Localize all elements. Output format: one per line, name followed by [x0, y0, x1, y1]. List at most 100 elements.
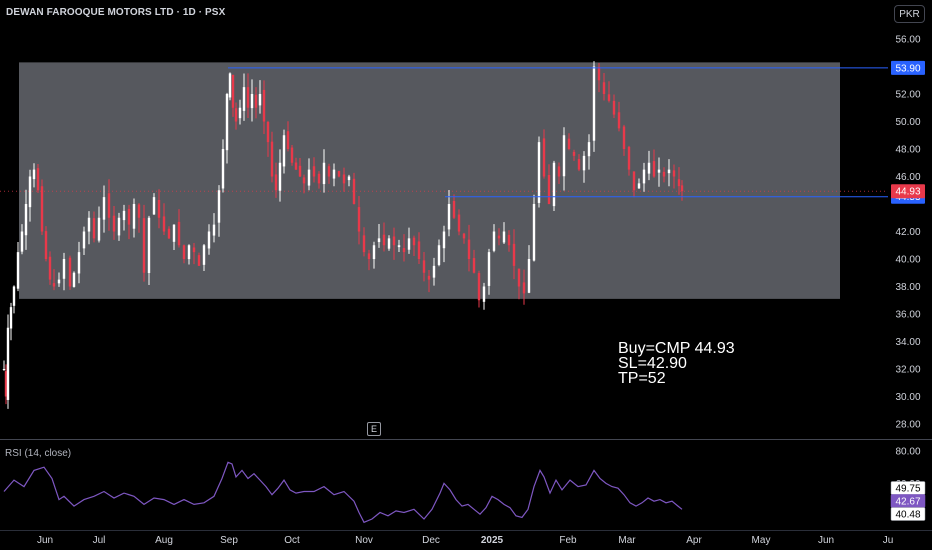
candle[interactable] — [657, 157, 661, 187]
candle[interactable] — [562, 127, 566, 191]
candle[interactable] — [582, 151, 586, 183]
candle[interactable] — [327, 163, 331, 184]
candle[interactable] — [142, 204, 146, 282]
candle[interactable] — [617, 101, 621, 132]
candle[interactable] — [234, 102, 238, 130]
candle[interactable] — [167, 226, 171, 239]
candle[interactable] — [197, 252, 201, 266]
time-axis-tick-label[interactable]: 2025 — [481, 535, 504, 546]
candle[interactable] — [442, 225, 446, 263]
candle[interactable] — [182, 244, 186, 264]
candle[interactable] — [567, 133, 571, 151]
candle[interactable] — [270, 131, 274, 183]
candle[interactable] — [382, 222, 386, 252]
candle[interactable] — [472, 249, 476, 274]
time-axis-tick-label[interactable]: Mar — [618, 535, 636, 546]
candle[interactable] — [467, 224, 471, 272]
candle[interactable] — [637, 178, 641, 189]
candle[interactable] — [6, 314, 10, 409]
candle[interactable] — [677, 167, 681, 195]
candle[interactable] — [517, 268, 521, 300]
candle[interactable] — [32, 163, 36, 188]
candle[interactable] — [537, 136, 541, 208]
candle[interactable] — [238, 99, 242, 125]
candle[interactable] — [217, 185, 221, 237]
candle[interactable] — [278, 149, 282, 202]
candle[interactable] — [294, 157, 298, 170]
candle[interactable] — [477, 270, 481, 308]
candle[interactable] — [512, 229, 516, 280]
candle[interactable] — [447, 190, 451, 237]
candle[interactable] — [87, 211, 91, 245]
earnings-event-icon[interactable]: E — [367, 422, 381, 436]
candle[interactable] — [322, 149, 326, 193]
candle[interactable] — [28, 169, 32, 222]
candle[interactable] — [202, 243, 206, 271]
candle[interactable] — [24, 189, 28, 250]
candle[interactable] — [177, 209, 181, 248]
candle[interactable] — [40, 179, 44, 236]
candle[interactable] — [107, 179, 111, 231]
candle[interactable] — [342, 167, 346, 192]
candle[interactable] — [592, 61, 596, 152]
candle[interactable] — [12, 285, 16, 314]
candle[interactable] — [532, 194, 536, 262]
candle[interactable] — [502, 222, 506, 244]
candle[interactable] — [44, 226, 48, 262]
candle[interactable] — [102, 185, 106, 233]
candle[interactable] — [662, 167, 666, 183]
candle[interactable] — [82, 226, 86, 255]
candle[interactable] — [407, 227, 411, 254]
candle[interactable] — [231, 74, 235, 117]
time-axis-tick-label[interactable]: Apr — [686, 535, 702, 546]
candle[interactable] — [492, 224, 496, 253]
candle[interactable] — [497, 228, 501, 246]
candle[interactable] — [274, 162, 278, 198]
candle[interactable] — [221, 139, 225, 193]
candle[interactable] — [307, 158, 311, 191]
time-axis-tick-label[interactable]: May — [752, 535, 771, 546]
candle[interactable] — [290, 144, 294, 166]
candle[interactable] — [302, 174, 306, 194]
candle[interactable] — [48, 251, 52, 285]
candle[interactable] — [147, 215, 151, 286]
candle[interactable] — [422, 251, 426, 282]
candle[interactable] — [246, 73, 250, 119]
candle[interactable] — [117, 212, 121, 241]
candle[interactable] — [77, 241, 81, 284]
time-axis-tick-label[interactable]: Aug — [155, 535, 173, 546]
candle[interactable] — [2, 360, 6, 371]
candle[interactable] — [622, 124, 626, 156]
currency-button[interactable]: PKR — [894, 5, 925, 23]
candle[interactable] — [317, 171, 321, 189]
candle[interactable] — [36, 163, 40, 193]
time-axis-tick-label[interactable]: Jun — [818, 535, 834, 546]
candle[interactable] — [352, 172, 356, 205]
candle[interactable] — [112, 206, 116, 240]
candle[interactable] — [527, 245, 531, 294]
candle[interactable] — [228, 72, 232, 101]
candle[interactable] — [647, 150, 651, 181]
candle[interactable] — [20, 224, 24, 255]
candle[interactable] — [387, 235, 391, 251]
candle[interactable] — [427, 269, 431, 293]
candle[interactable] — [254, 87, 258, 119]
candle[interactable] — [572, 149, 576, 161]
candle[interactable] — [602, 72, 606, 101]
candle[interactable] — [372, 241, 376, 269]
time-axis-tick-label[interactable]: Dec — [422, 535, 440, 546]
candle[interactable] — [192, 242, 196, 265]
candle[interactable] — [122, 204, 126, 231]
time-axis-tick-label[interactable]: Nov — [355, 535, 373, 546]
axes-layer[interactable]: 28.00 30.00 32.00 34.00 36.00 38.00 40.00 42.00… — [37, 35, 926, 547]
candle[interactable] — [432, 257, 436, 286]
candle[interactable] — [612, 94, 616, 119]
candle[interactable] — [72, 271, 76, 288]
candle[interactable] — [312, 157, 316, 183]
candle[interactable] — [4, 364, 8, 405]
candle[interactable] — [457, 209, 461, 236]
candle[interactable] — [607, 81, 611, 103]
candle[interactable] — [62, 252, 66, 291]
candle[interactable] — [642, 162, 646, 192]
